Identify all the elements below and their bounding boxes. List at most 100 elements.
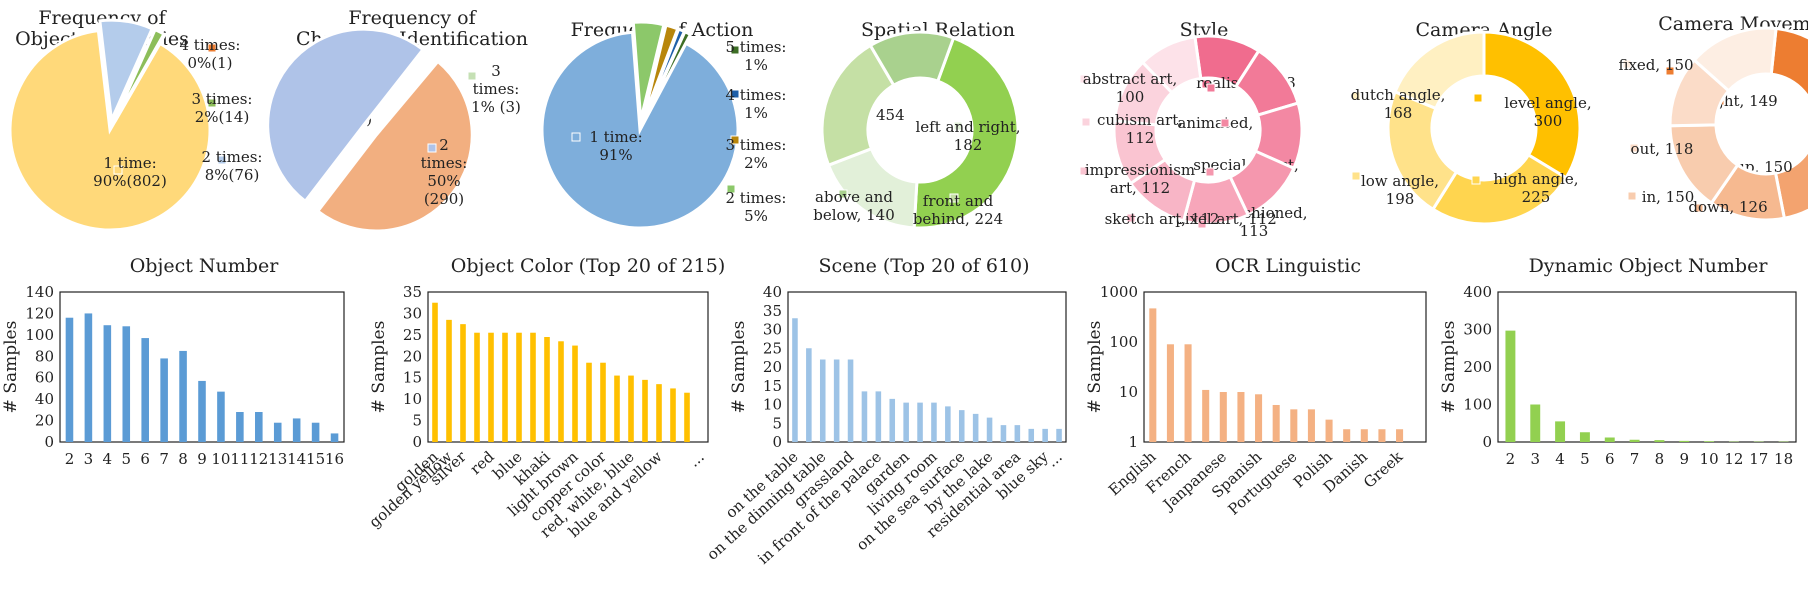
camera-angle-label-dutch-angle: 168 <box>1384 104 1413 122</box>
object-number-xtick: 2 <box>65 450 75 468</box>
object-number-ytick: 100 <box>25 326 54 344</box>
style-marker-pixel-art <box>1197 219 1207 229</box>
dynamic-object-number-bar <box>1555 421 1566 442</box>
object-color-top-20-of-215-bar <box>544 337 550 442</box>
frequency-of-object-categories-label-1-time: 1 time: <box>103 154 156 172</box>
dynamic-object-number-bar <box>1604 437 1615 442</box>
object-number-bar <box>311 422 320 442</box>
scene-top-20-of-610-bar <box>958 410 965 442</box>
style-label-abstract-art: abstract art, <box>1083 70 1178 88</box>
camera-movement-label-fixed: fixed, 150 <box>1618 56 1693 74</box>
scene-top-20-of-610-bar <box>1000 425 1007 442</box>
object-number-ytick: 80 <box>35 347 54 365</box>
frequency-of-object-categories-slice-2-times <box>98 18 155 126</box>
style-marker-cubism-art <box>1081 117 1091 127</box>
scene-top-20-of-610-bar <box>1028 428 1035 442</box>
scene-top-20-of-610-bar <box>986 417 993 442</box>
scene-top-20-of-610-bar <box>861 391 868 442</box>
ocr-linguistic-chart: OCR Linguistic# Samples1101001000English… <box>1085 255 1427 519</box>
dynamic-object-number-xtick: 2 <box>1506 450 1516 468</box>
ocr-linguistic-ytick: 1 <box>1128 433 1138 451</box>
camera-angle-title: Camera Angle <box>1415 19 1552 41</box>
object-color-top-20-of-215-bar <box>600 362 606 442</box>
object-color-top-20-of-215-bar <box>432 302 438 442</box>
spatial-relation-label-above-and-below: above and <box>815 188 893 206</box>
camera-movement-marker-in <box>1627 191 1637 201</box>
object-color-top-20-of-215-bar <box>656 384 662 442</box>
ocr-linguistic-bar <box>1255 394 1263 442</box>
object-color-top-20-of-215-ytick: 10 <box>403 390 422 408</box>
frequency-of-object-categories-slice-1-time <box>8 29 212 232</box>
object-number-xtick: 10 <box>211 450 230 468</box>
object-number-xtick: 16 <box>325 450 344 468</box>
object-color-top-20-of-215-bar <box>586 362 592 442</box>
object-number-title: Object Number <box>130 255 279 277</box>
object-color-top-20-of-215-bar <box>628 375 634 442</box>
object-color-top-20-of-215-bar <box>446 319 452 442</box>
object-number-xtick: 6 <box>140 450 150 468</box>
spatial-relation-label-front-and-behind: behind, 224 <box>913 210 1003 228</box>
dynamic-object-number-plot-frame <box>1497 291 1797 443</box>
ocr-linguistic-bar <box>1184 344 1192 442</box>
frequecy-of-action-label-2-times: 5% <box>744 207 768 225</box>
frequency-of-object-categories-label-4-times: 4 times: <box>180 36 241 54</box>
scene-top-20-of-610-ytick: 35 <box>763 302 782 320</box>
style-marker-old-fashioned <box>1205 167 1215 177</box>
object-number-bar <box>273 422 282 442</box>
dynamic-object-number-ylabel: # Samples <box>1439 321 1459 414</box>
style-marker-impressionism-art <box>1079 166 1089 176</box>
frequency-of-object-categories-label-1-time: 90%(802) <box>93 172 167 190</box>
camera-angle-marker-low-angle <box>1351 171 1361 181</box>
object-number-chart: Object Number # Samples 0 20 40 60 80 100 120 140… <box>1 255 345 468</box>
object-number-bar <box>292 418 301 442</box>
dynamic-object-number-xtick: 4 <box>1555 450 1565 468</box>
frequency-of-object-categories-slice-4-times <box>113 32 168 123</box>
spatial-relation-label-front-and-behind: front and <box>923 192 994 210</box>
camera-movement-marker-down <box>1694 203 1704 213</box>
spatial-relation-label-above-and-below: below, 140 <box>813 206 895 224</box>
object-number-bar <box>217 391 225 442</box>
style-marker-sketch-art <box>1126 213 1136 223</box>
object-color-top-20-of-215-ytick: 5 <box>412 412 422 430</box>
frequecy-of-action-label-3-times: 2% <box>744 154 768 172</box>
style-slice-abstract-art <box>1140 35 1203 95</box>
frequecy-of-action-label-1-time: 1 time: <box>589 128 642 146</box>
frequency-of-character-identification-label-3-times: 1% (3) <box>471 98 521 116</box>
frequecy-of-action-label-2-times: 2 times: <box>726 189 787 207</box>
scene-top-20-of-610-bar <box>847 359 854 442</box>
ocr-linguistic-ytick: 10 <box>1119 383 1138 401</box>
style-label-impressionism-art: impressionism <box>1085 161 1195 179</box>
object-number-xtick: 14 <box>287 450 306 468</box>
object-number-ytick: 120 <box>25 304 54 322</box>
object-color-top-20-of-215-bar <box>642 379 648 442</box>
spatial-relation-marker-front-and-behind <box>949 193 959 203</box>
ocr-linguistic-bar <box>1202 389 1210 442</box>
style-label-cubism-art: cubism art, <box>1097 111 1183 129</box>
ocr-linguistic-bar <box>1166 344 1174 442</box>
frequency-of-character-identification-label-2-times: 50% <box>427 172 460 190</box>
camera-angle-label-low-angle: 198 <box>1386 190 1415 208</box>
dynamic-object-number-title: Dynamic Object Number <box>1529 255 1769 277</box>
ocr-linguistic-plot-frame <box>1143 291 1427 443</box>
dynamic-object-number-chart: Dynamic Object Number # Samples 0 100 200 300… <box>1439 255 1797 468</box>
ocr-linguistic-bar <box>1325 419 1333 442</box>
dynamic-object-number-xtick: 7 <box>1630 450 1640 468</box>
scene-top-20-of-610-bar <box>875 391 882 442</box>
style-marker-animated <box>1206 83 1216 93</box>
ocr-linguistic-ylabel: # Samples <box>1085 321 1105 414</box>
object-color-top-20-of-215-bar <box>502 332 508 442</box>
ocr-linguistic-bar <box>1272 404 1280 442</box>
frequecy-of-action-label-1-time: 91% <box>599 146 632 164</box>
dynamic-object-number-ytick: 400 <box>1463 283 1492 301</box>
frequency-of-object-categories-marker-4-times <box>207 43 217 53</box>
ocr-linguistic-bar <box>1343 429 1351 442</box>
object-number-bar <box>198 380 206 442</box>
frequency-of-character-identification-label-2-times: (290) <box>424 190 464 208</box>
scene-top-20-of-610-ytick: 20 <box>763 358 782 376</box>
dynamic-object-number-ytick: 100 <box>1463 396 1492 414</box>
frequecy-of-action-slice-1-time <box>540 30 740 230</box>
object-color-top-20-of-215-xtick: ... <box>685 448 708 471</box>
camera-angle-marker-dutch-angle <box>1351 91 1361 101</box>
frequency-of-character-identification-slice-2-times <box>266 27 426 204</box>
object-color-top-20-of-215-bar <box>460 324 466 442</box>
